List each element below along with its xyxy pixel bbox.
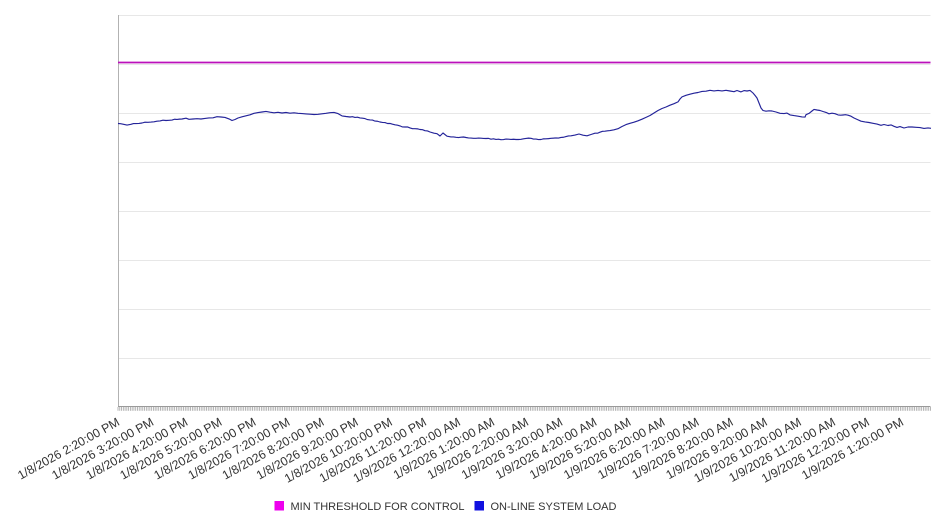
- svg-text:ON-LINE SYSTEM LOAD: ON-LINE SYSTEM LOAD: [491, 501, 617, 513]
- svg-text:MIN THRESHOLD FOR CONTROL: MIN THRESHOLD FOR CONTROL: [291, 501, 465, 513]
